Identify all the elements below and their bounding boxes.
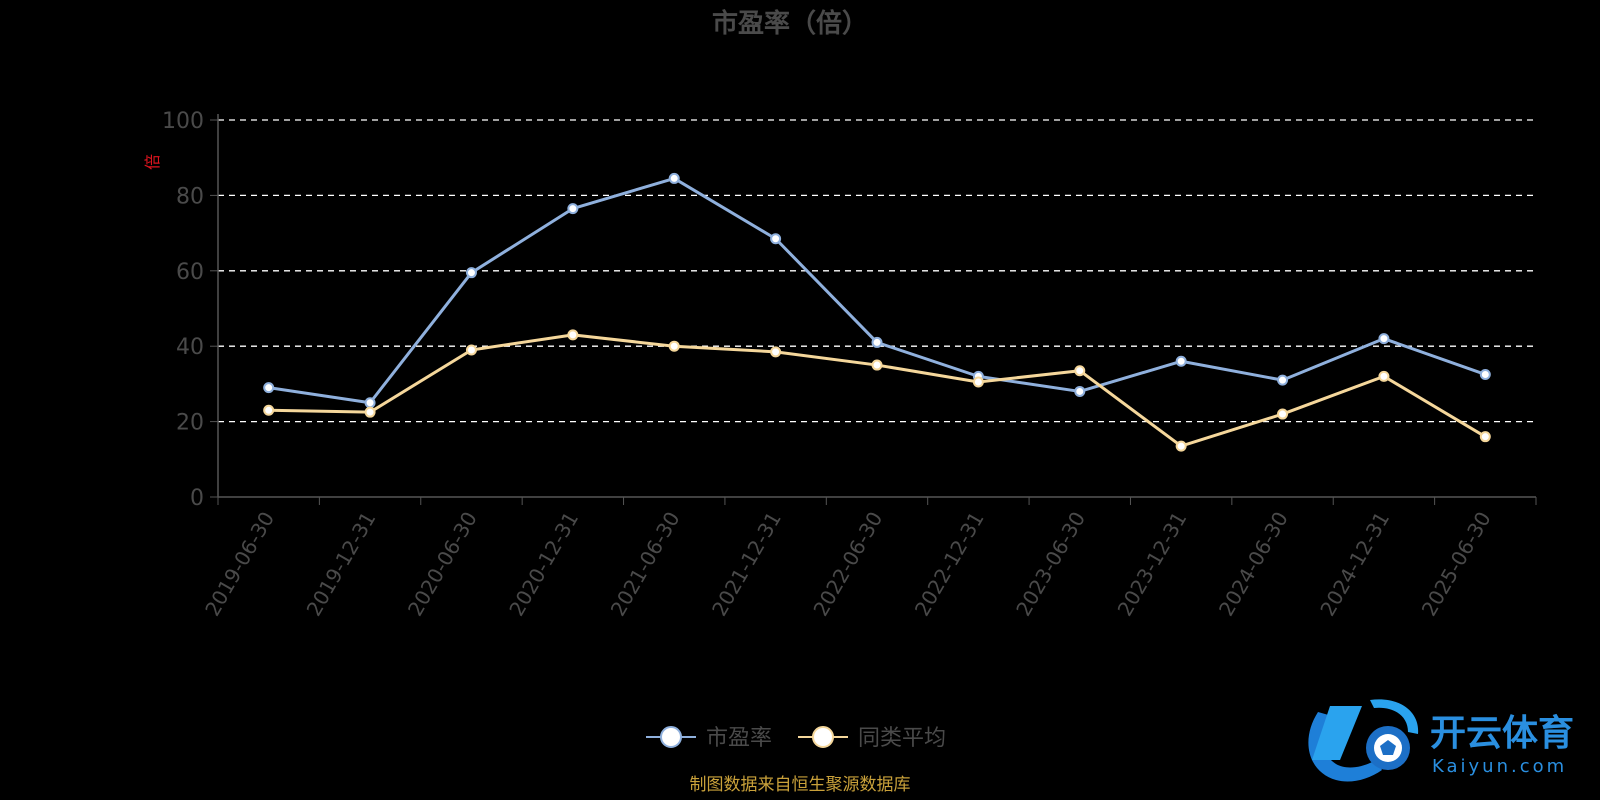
series-1-point-6[interactable] bbox=[871, 359, 883, 371]
series-0-point-5[interactable] bbox=[770, 233, 782, 245]
x-tick-label-4: 2021-06-30 bbox=[606, 508, 685, 621]
series-line-1 bbox=[268, 333, 1487, 448]
series-1-point-5[interactable] bbox=[770, 346, 782, 358]
y-tick-label-3: 60 bbox=[176, 260, 204, 285]
series-0-point-3[interactable] bbox=[567, 203, 579, 215]
kaiyun-logo-icon bbox=[1308, 699, 1419, 782]
series-0-point-9[interactable] bbox=[1175, 355, 1187, 367]
series-1-point-12[interactable] bbox=[1479, 431, 1491, 443]
legend-peer-marker bbox=[812, 726, 834, 748]
series-0-point-1[interactable] bbox=[364, 397, 376, 409]
x-tick-label-6: 2022-06-30 bbox=[808, 508, 887, 621]
chart-title: 市盈率（倍） bbox=[712, 8, 868, 39]
y-tick-label-0: 0 bbox=[190, 486, 204, 511]
data-source-note: 制图数据来自恒生聚源数据库 bbox=[690, 775, 911, 795]
series-0-point-0[interactable] bbox=[263, 382, 275, 394]
legend[interactable]: 市盈率 同类平均 bbox=[646, 726, 946, 751]
x-tick-label-1: 2019-12-31 bbox=[302, 508, 381, 621]
series-1-point-3[interactable] bbox=[567, 329, 579, 341]
legend-peer-label: 同类平均 bbox=[858, 726, 946, 751]
series-0-point-2[interactable] bbox=[465, 267, 477, 279]
series-1-point-1[interactable] bbox=[364, 406, 376, 418]
legend-item-peer-average[interactable]: 同类平均 bbox=[798, 726, 946, 751]
series-0-point-8[interactable] bbox=[1074, 385, 1086, 397]
legend-pe-label: 市盈率 bbox=[706, 726, 772, 751]
series-1-point-10[interactable] bbox=[1277, 408, 1289, 420]
y-tick-label-1: 20 bbox=[176, 411, 204, 436]
x-tick-label-7: 2022-12-31 bbox=[910, 508, 989, 621]
y-tick-label-4: 80 bbox=[176, 184, 204, 209]
series-0-point-6[interactable] bbox=[871, 336, 883, 348]
watermark-text-cn: 开云体育 bbox=[1430, 713, 1574, 754]
series-1-point-11[interactable] bbox=[1378, 370, 1390, 382]
x-tick-label-5: 2021-12-31 bbox=[707, 508, 786, 621]
series-0-point-10[interactable] bbox=[1277, 374, 1289, 386]
series-lines bbox=[263, 172, 1491, 452]
series-1-point-4[interactable] bbox=[668, 340, 680, 352]
series-0-point-4[interactable] bbox=[668, 172, 680, 184]
x-tick-label-8: 2023-06-30 bbox=[1011, 508, 1090, 621]
series-0-point-12[interactable] bbox=[1479, 368, 1491, 380]
y-tick-label-5: 100 bbox=[162, 109, 204, 134]
series-1-point-0[interactable] bbox=[263, 404, 275, 416]
legend-item-pe[interactable]: 市盈率 bbox=[646, 726, 772, 751]
x-tick-label-10: 2024-06-30 bbox=[1214, 508, 1293, 621]
x-tick-label-12: 2025-06-30 bbox=[1417, 508, 1496, 621]
axes: 0 20 40 60 80 100 2019-06-30 2019-12-31 2020-06-… bbox=[162, 109, 1537, 621]
series-1-point-7[interactable] bbox=[972, 376, 984, 388]
y-axis-unit-label: 倍 bbox=[143, 154, 162, 170]
series-1-point-2[interactable] bbox=[465, 344, 477, 356]
series-0-point-11[interactable] bbox=[1378, 333, 1390, 345]
x-tick-label-11: 2024-12-31 bbox=[1315, 508, 1394, 621]
y-tick-label-2: 40 bbox=[176, 335, 204, 360]
series-1-point-9[interactable] bbox=[1175, 440, 1187, 452]
gridlines bbox=[218, 119, 1536, 423]
x-tick-label-0: 2019-06-30 bbox=[200, 508, 279, 621]
series-1-point-8[interactable] bbox=[1074, 365, 1086, 377]
x-tick-label-9: 2023-12-31 bbox=[1113, 508, 1192, 621]
x-tick-label-2: 2020-06-30 bbox=[403, 508, 482, 621]
legend-pe-marker bbox=[660, 726, 682, 748]
kaiyun-watermark-logo: 开云体育 Kaiyun.com bbox=[1308, 699, 1574, 782]
x-tick-label-3: 2020-12-31 bbox=[504, 508, 583, 621]
watermark-text-en: Kaiyun.com bbox=[1432, 756, 1567, 777]
